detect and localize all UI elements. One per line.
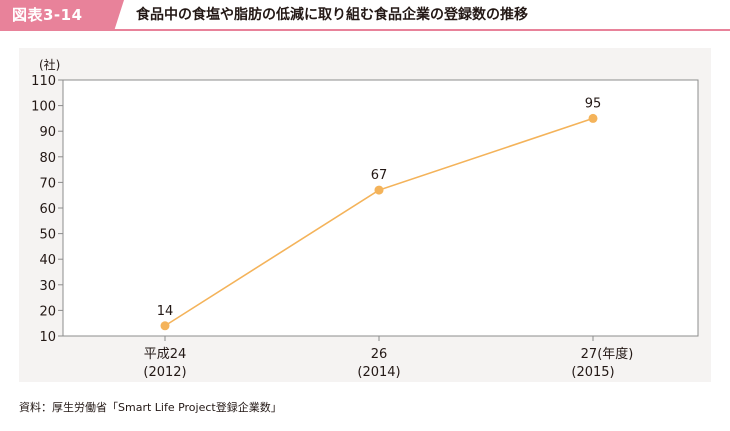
source-note: 資料：厚生労働省「Smart Life Project登録企業数」 [19,401,282,414]
figure-title: 食品中の食塩や脂肪の低減に取り組む食品企業の登録数の推移 [136,7,528,23]
line-chart: (社) 10 20 30 40 50 60 70 80 90 100 110 平成24 (2012) 26 (… [31,57,699,380]
figure-header: 図表3-14 食品中の食塩や脂肪の低減に取り組む食品企業の登録数の推移 [0,0,730,31]
data-label: 14 [157,304,174,319]
x-tick-label-year: (2015) [571,365,614,380]
y-tick-label: 70 [39,176,56,191]
y-tick-label: 50 [39,228,56,243]
y-tick-label: 110 [31,74,56,89]
data-label: 95 [585,96,602,111]
data-point [588,113,598,123]
x-tick-label: 27(年度) [581,346,634,362]
data-point [374,185,384,195]
data-label: 67 [371,168,388,183]
y-tick-label: 10 [39,330,56,345]
y-tick-label: 20 [39,304,56,319]
x-tick-label: 26 [371,347,388,362]
plot-area [62,79,699,337]
data-point [160,321,170,331]
y-axis-unit: (社) [39,57,60,72]
y-tick-label: 100 [31,100,56,115]
y-tick-label: 80 [39,151,56,166]
x-tick-label-year: (2014) [357,365,400,380]
y-tick-label: 60 [39,202,56,217]
chart-panel: (社) 10 20 30 40 50 60 70 80 90 100 110 平成24 (2012) 26 (… [19,48,711,382]
y-tick-label: 90 [39,125,56,140]
y-tick-label: 40 [39,253,56,268]
y-tick-label: 30 [39,279,56,294]
x-tick-label-year: (2012) [143,365,186,380]
figure-number-badge: 図表3-14 [0,0,124,31]
x-tick-label: 平成24 [144,347,187,362]
